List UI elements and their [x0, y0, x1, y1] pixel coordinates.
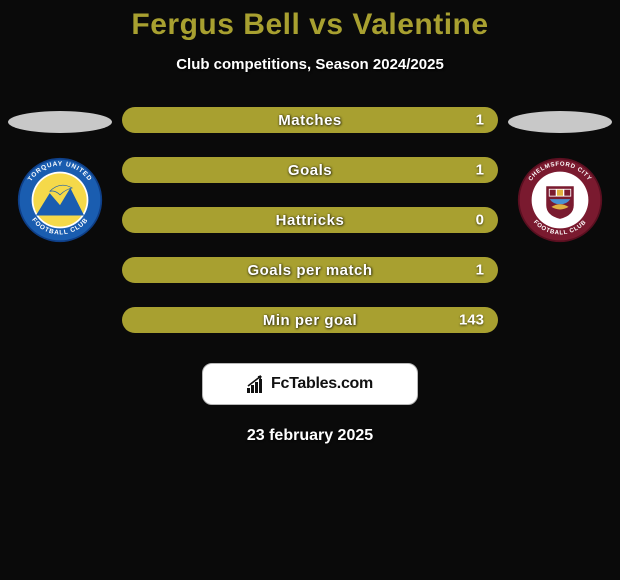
- page-subtitle: Club competitions, Season 2024/2025: [0, 56, 620, 73]
- stat-value: 1: [476, 162, 484, 179]
- stats-column: Matches 1 Goals 1 Hattricks 0 Goals per …: [112, 107, 508, 333]
- date-text: 23 february 2025: [247, 427, 373, 445]
- left-side: TORQUAY UNITED FOOTBALL CLUB: [8, 107, 112, 243]
- left-player-silhouette: [8, 111, 112, 133]
- fctables-logo-text: FcTables.com: [271, 375, 373, 393]
- fctables-logo-box: FcTables.com: [202, 363, 418, 405]
- stat-value: 1: [476, 262, 484, 279]
- stat-label: Hattricks: [276, 212, 345, 229]
- stat-label: Min per goal: [263, 312, 357, 329]
- stat-row-goals: Goals 1: [122, 157, 498, 183]
- right-side: CHELMSFORD CITY FOOTBALL CLUB: [508, 107, 612, 243]
- footer: FcTables.com 23 february 2025: [0, 363, 620, 445]
- right-player-silhouette: [508, 111, 612, 133]
- page-title: Fergus Bell vs Valentine: [0, 8, 620, 42]
- stat-row-min-per-goal: Min per goal 143: [122, 307, 498, 333]
- right-club-crest: CHELMSFORD CITY FOOTBALL CLUB: [517, 157, 603, 243]
- bar-chart-icon: [247, 375, 267, 393]
- stat-row-matches: Matches 1: [122, 107, 498, 133]
- left-club-crest: TORQUAY UNITED FOOTBALL CLUB: [17, 157, 103, 243]
- stat-label: Matches: [278, 112, 342, 129]
- stat-row-goals-per-match: Goals per match 1: [122, 257, 498, 283]
- stat-value: 0: [476, 212, 484, 229]
- main-area: TORQUAY UNITED FOOTBALL CLUB Matches 1 G…: [0, 107, 620, 333]
- comparison-widget: Fergus Bell vs Valentine Club competitio…: [0, 0, 620, 445]
- stat-label: Goals: [288, 162, 332, 179]
- stat-label: Goals per match: [247, 262, 372, 279]
- stat-value: 1: [476, 112, 484, 129]
- stat-row-hattricks: Hattricks 0: [122, 207, 498, 233]
- stat-value: 143: [459, 312, 484, 329]
